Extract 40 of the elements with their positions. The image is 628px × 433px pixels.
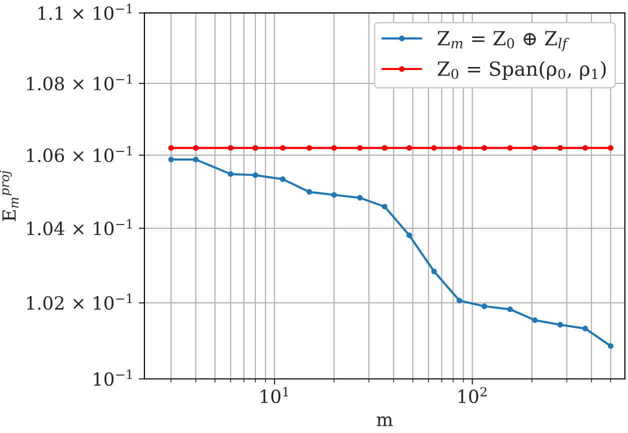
point [482, 303, 488, 310]
point [406, 232, 412, 238]
point [608, 343, 614, 349]
point [331, 145, 337, 151]
point [280, 176, 286, 182]
point [406, 145, 412, 151]
point [456, 298, 462, 304]
point [306, 145, 312, 151]
legend-label: Z$_{m}$ = Z$_{0}$ ⊕ Z$_{lf}$ [438, 31, 570, 52]
x-axis-title: m [376, 416, 393, 426]
y-tick-label: 1.02 × 10$^{−1}$ [27, 294, 132, 310]
y-tick-label: 10$^{−1}$ [94, 370, 132, 386]
point [608, 145, 614, 151]
point [357, 195, 363, 201]
y-tick-label: 1.04 × 10$^{−1}$ [27, 219, 132, 236]
point [382, 204, 388, 210]
point [357, 145, 363, 151]
point [532, 317, 538, 323]
point [557, 145, 563, 151]
y-tick-label: 1.06 × 10$^{−1}$ [27, 146, 132, 162]
point [331, 192, 337, 198]
point [431, 145, 437, 151]
point [507, 145, 513, 151]
point [456, 145, 462, 151]
point [280, 145, 286, 151]
point [306, 189, 312, 195]
point [482, 145, 488, 151]
y-tick-label: 1.1 × 10$^{−1}$ [38, 4, 132, 20]
point [557, 322, 563, 328]
y-tick-label: 1.08 × 10$^{−1}$ [27, 74, 132, 90]
x-tick-label: 10$^{2}$ [458, 386, 486, 404]
x-tick-label: 10$^{1}$ [260, 386, 288, 404]
point [382, 145, 388, 151]
y-axis-title: E$_{m}$$^{proj}$ [0, 170, 18, 222]
point [582, 145, 588, 151]
point [507, 306, 513, 312]
point [431, 268, 437, 274]
legend-label: Z$_{0}$ = Span(ρ$_{0}$, ρ$_{1}$) [438, 61, 606, 80]
point [582, 326, 588, 332]
point [532, 145, 538, 151]
